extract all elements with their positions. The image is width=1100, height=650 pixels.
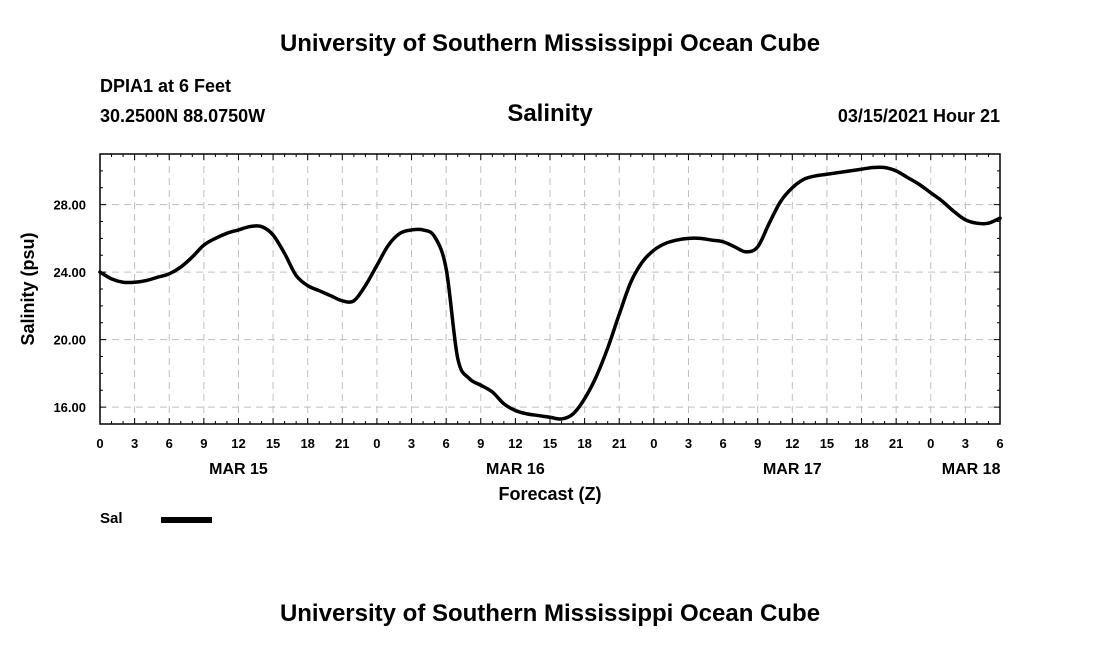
x-tick-label: 6	[719, 436, 726, 451]
x-tick-label: 3	[685, 436, 692, 451]
station-coords: 30.2500N 88.0750W	[100, 106, 266, 126]
legend-label: Sal	[100, 510, 123, 527]
x-tick-label: 0	[650, 436, 657, 451]
y-tick-label: 24.00	[53, 265, 86, 280]
main-title: University of Southern Mississippi Ocean…	[279, 30, 821, 57]
x-tick-label: 3	[962, 436, 969, 451]
legend-swatch	[161, 517, 212, 523]
x-tick-label: 15	[820, 436, 834, 451]
x-date-label: MAR 17	[763, 461, 822, 478]
x-tick-label: 18	[577, 436, 591, 451]
series-line-sal	[98, 165, 1002, 421]
x-tick-label: 21	[612, 436, 626, 451]
x-tick-label: 0	[96, 436, 103, 451]
x-tick-label: 0	[373, 436, 380, 451]
x-date-label: MAR 16	[486, 461, 545, 478]
x-tick-label: 6	[166, 436, 173, 451]
chart-title: Salinity	[507, 100, 593, 127]
x-tick-label: 15	[266, 436, 280, 451]
y-tick-label: 28.00	[53, 198, 86, 213]
plot-frame	[99, 153, 1001, 425]
valid-time: 03/15/2021 Hour 21	[837, 106, 1000, 126]
x-tick-label: 3	[131, 436, 138, 451]
x-tick-label: 3	[408, 436, 415, 451]
x-tick-label: 18	[300, 436, 314, 451]
x-tick-label: 12	[508, 436, 522, 451]
x-tick-label: 21	[889, 436, 903, 451]
x-tick-label: 12	[785, 436, 799, 451]
footer-title: University of Southern Mississippi Ocean…	[279, 600, 821, 627]
x-tick-label: 12	[231, 436, 245, 451]
x-date-label: MAR 15	[209, 461, 268, 478]
x-tick-label: 9	[477, 436, 484, 451]
station-name: DPIA1 at 6 Feet	[100, 76, 232, 96]
x-tick-label: 15	[543, 436, 557, 451]
x-date-label: MAR 18	[942, 461, 1001, 478]
x-tick-label: 18	[854, 436, 868, 451]
x-tick-label: 0	[927, 436, 934, 451]
y-tick-label: 20.00	[53, 333, 86, 348]
x-tick-label: 6	[443, 436, 450, 451]
x-axis-title: Forecast (Z)	[498, 484, 601, 504]
x-tick-label: 6	[996, 436, 1003, 451]
x-tick-label: 9	[200, 436, 207, 451]
x-tick-label: 21	[335, 436, 349, 451]
y-tick-label: 16.00	[53, 400, 86, 415]
x-tick-label: 9	[754, 436, 761, 451]
y-axis-title: Salinity (psu)	[18, 232, 38, 345]
